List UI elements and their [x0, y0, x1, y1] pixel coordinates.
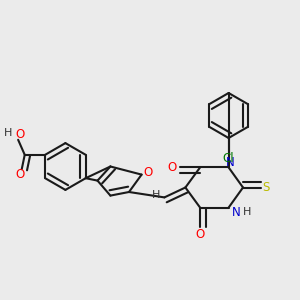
Text: N: N	[226, 156, 235, 170]
Text: H: H	[4, 128, 13, 138]
Text: O: O	[196, 227, 205, 241]
Text: Cl: Cl	[223, 152, 234, 166]
Text: O: O	[15, 128, 24, 141]
Text: N: N	[232, 206, 241, 219]
Text: O: O	[16, 168, 25, 181]
Text: H: H	[242, 207, 251, 217]
Text: H: H	[152, 190, 160, 200]
Text: O: O	[168, 161, 177, 174]
Text: S: S	[263, 181, 270, 194]
Text: O: O	[144, 166, 153, 179]
